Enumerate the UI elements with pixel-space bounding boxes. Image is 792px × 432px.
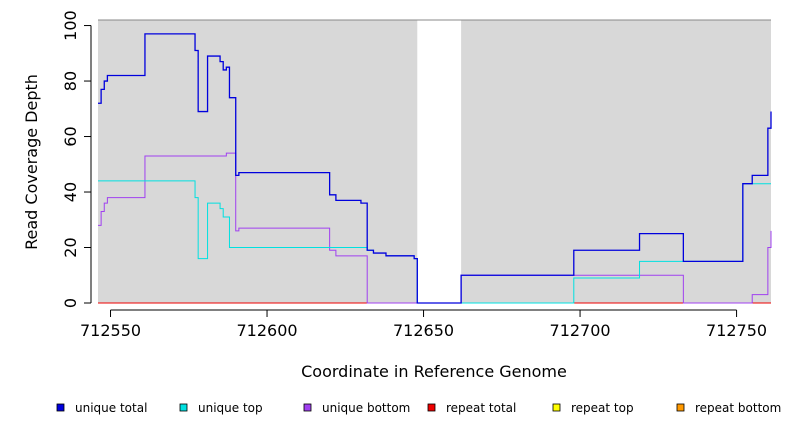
y-axis-title: Read Coverage Depth [22, 74, 41, 250]
legend-swatch-repeat-top [552, 403, 561, 412]
series-line-unique-bottom [98, 152, 772, 304]
y-tick-label: 0 [61, 298, 80, 308]
background-band-1 [461, 20, 771, 303]
legend-swatch-repeat-total [427, 403, 436, 412]
x-tick-label: 712550 [80, 321, 141, 340]
y-tick-label: 100 [61, 10, 80, 41]
series-line-unique-total [98, 33, 772, 304]
y-tick-label: 80 [61, 71, 80, 91]
x-tick-label: 712750 [706, 321, 767, 340]
x-tick-label: 712600 [236, 321, 297, 340]
y-tick-label: 60 [61, 126, 80, 146]
legend-label-repeat-top: repeat top [571, 401, 634, 415]
x-ticks: 712550 712600 712650 712700 712750 [80, 310, 767, 340]
legend-swatch-repeat-bottom [676, 403, 685, 412]
series-lines [98, 33, 772, 304]
x-axis-title: Coordinate in Reference Genome [301, 362, 567, 381]
legend: unique total unique top unique bottom repea… [56, 401, 781, 415]
legend-label-unique-top: unique top [198, 401, 263, 415]
legend-label-unique-total: unique total [75, 401, 147, 415]
legend-swatch-unique-bottom [303, 403, 312, 412]
legend-label-repeat-bottom: repeat bottom [695, 401, 781, 415]
legend-swatch-unique-total [56, 403, 65, 412]
background-band-0 [98, 20, 418, 303]
x-tick-label: 712700 [550, 321, 611, 340]
background-bands [98, 19, 771, 303]
legend-swatch-unique-top [179, 403, 188, 412]
y-tick-label: 40 [61, 182, 80, 202]
y-ticks: 0 20 40 60 80 100 [61, 10, 91, 308]
legend-label-repeat-total: repeat total [446, 401, 516, 415]
x-tick-label: 712650 [393, 321, 454, 340]
y-tick-label: 20 [61, 237, 80, 257]
legend-label-unique-bottom: unique bottom [322, 401, 410, 415]
